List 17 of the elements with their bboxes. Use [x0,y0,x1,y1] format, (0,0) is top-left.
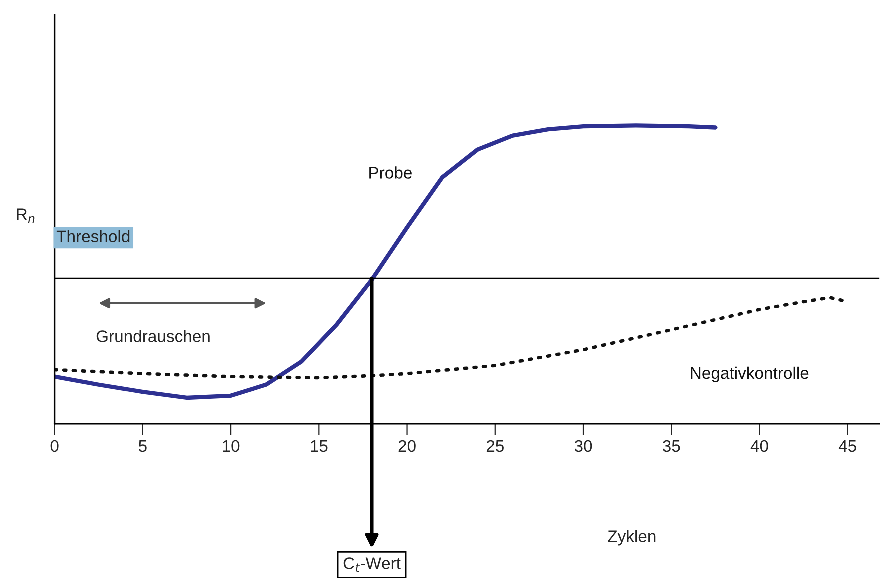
text: Negativkontrolle [691,366,809,382]
x-tick-label: 5 [138,440,147,452]
ref-line-label: Threshold [56,230,130,243]
x-tick-label: 20 [398,440,416,452]
series-label: Probe [370,166,412,179]
annotation: Grundrauschen [96,330,210,342]
y-axis-title: R$_{n}$ [17,208,35,223]
x-tick-label: 30 [574,440,592,452]
x-tick-label: 10 [223,440,240,452]
annotation: C$_{t}$-Wert [344,558,401,572]
x-tick-label: 40 [750,440,768,452]
x-tick-label: 0 [50,440,59,452]
x-axis-title: Zyklen [608,530,656,546]
x-tick-label: 25 [486,440,504,452]
x-tick-label: 15 [311,440,328,452]
x-tick-label: 45 [838,440,856,452]
x-tick-label: 35 [662,440,680,452]
